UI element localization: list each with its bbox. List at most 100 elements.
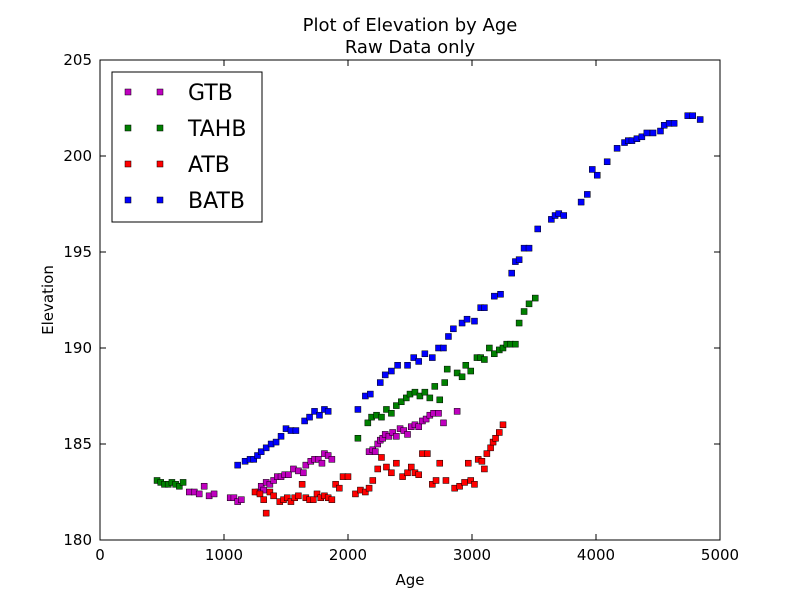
data-point [481,465,488,473]
data-point [471,481,478,488]
data-point [696,116,704,123]
x-tick-label: 3000 [453,546,491,564]
data-point [354,434,362,442]
data-point [436,396,444,404]
data-point [399,473,406,480]
data-point [643,129,651,137]
data-point [435,410,442,417]
data-point [176,482,183,490]
data-point [497,290,504,298]
y-tick-label: 180 [63,531,92,549]
data-point [649,129,657,137]
data-point [467,367,475,375]
data-point [415,423,422,430]
data-point [416,392,424,400]
legend-marker [156,160,164,168]
data-point [613,145,621,152]
data-point [483,450,491,457]
data-point [461,479,468,486]
data-point [440,344,447,352]
data-point [298,481,306,488]
data-point [421,350,429,358]
data-point [426,394,434,402]
data-point [404,469,411,477]
y-axis-label: Elevation [39,265,57,335]
data-point [324,408,332,415]
x-tick-label: 4000 [577,546,615,564]
legend-label: TAHB [187,117,246,142]
data-point [467,477,475,484]
data-point [332,481,339,488]
data-point [295,492,302,500]
data-point [270,492,277,500]
data-point [481,304,488,311]
legend-marker [156,88,164,96]
data-point [200,482,208,490]
data-point [689,112,696,119]
chart-title: Plot of Elevation by Age [303,15,518,36]
data-point [548,216,555,223]
data-point [441,379,448,386]
data-point [367,390,374,398]
data-point [465,459,472,467]
data-point [670,120,678,127]
data-point [365,484,373,492]
data-point [403,394,410,402]
data-point [179,479,187,486]
data-point [262,509,270,517]
data-point [593,171,601,179]
data-point [262,444,270,452]
data-point [429,481,436,488]
data-point [471,317,478,325]
legend-label: BATB [188,189,245,214]
data-point [210,490,218,498]
data-point [352,490,359,498]
data-point [272,438,280,446]
data-point [531,294,539,302]
data-point [372,448,379,455]
data-point [491,350,498,358]
data-point [515,319,523,327]
data-point [388,410,395,417]
data-point [657,127,664,135]
chart-subtitle: Raw Data only [345,37,476,58]
x-tick-label: 2000 [329,546,367,564]
data-point [381,371,389,379]
legend-marker [124,88,132,96]
data-point [324,452,332,459]
legend-marker [124,160,132,168]
legend-marker [156,196,164,204]
data-point [450,325,457,333]
data-point [378,413,385,421]
data-point [525,244,533,252]
data-point [487,444,494,452]
data-point [453,369,461,377]
data-point [577,198,585,206]
data-point [292,427,300,434]
x-tick-label: 1000 [205,546,243,564]
data-point [301,417,308,425]
y-tick-label: 195 [63,243,92,261]
legend-label: GTB [188,81,233,106]
data-point [431,383,439,390]
data-point [283,494,291,502]
data-point [492,434,499,442]
data-point [389,429,396,436]
data-point [256,490,264,498]
data-point [481,356,488,363]
data-point [458,373,466,381]
legend-marker [124,124,132,132]
legend-marker [156,124,164,132]
data-point [415,471,422,478]
data-point [362,488,369,496]
data-point [499,421,507,429]
data-point [314,456,322,463]
data-point [302,461,310,469]
series-gtb [186,408,461,505]
data-point [589,166,596,173]
legend-box [111,71,263,223]
data-point [534,225,541,233]
data-point [404,431,411,438]
data-point [250,456,258,463]
